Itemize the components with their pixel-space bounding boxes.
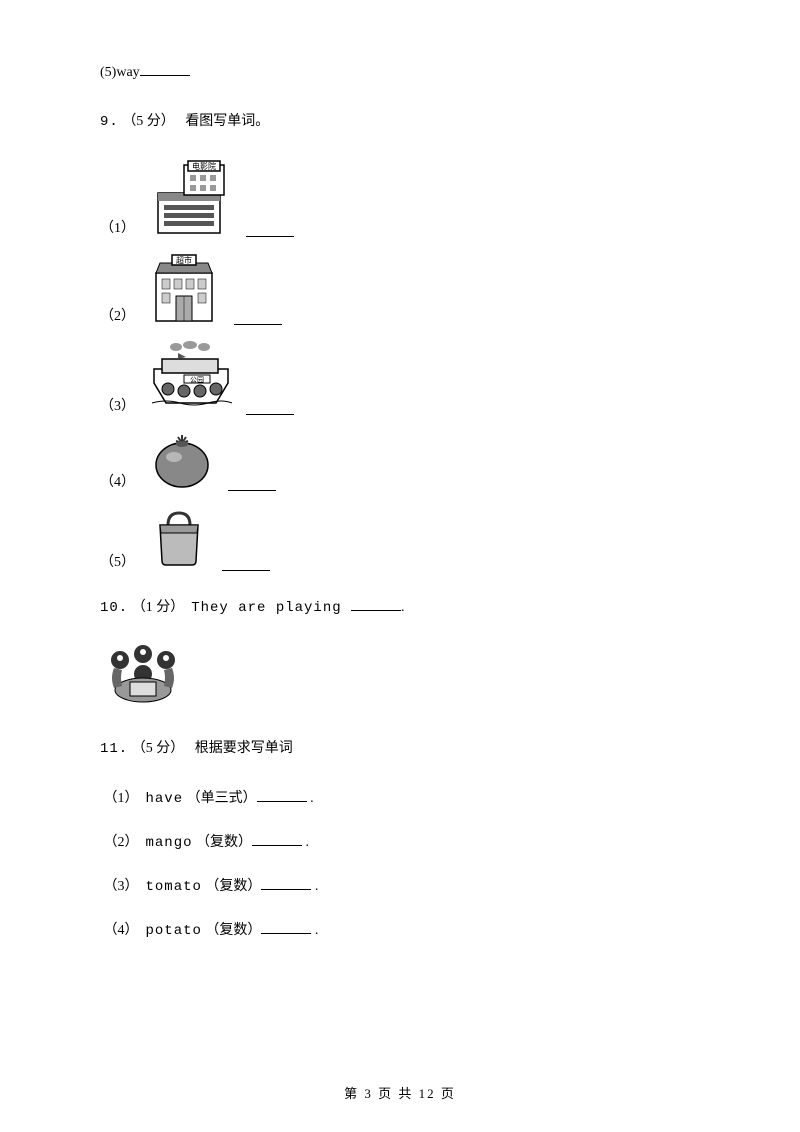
footer-page: 3 (364, 1086, 373, 1101)
q11-item-4-blank[interactable] (261, 918, 311, 934)
q9-item-1: （1） 电影院 (100, 159, 700, 237)
q11-header: 11. （5 分） 根据要求写单词 (100, 736, 700, 762)
q11-item-3-form: （复数） (205, 879, 261, 894)
q11-item-1-blank[interactable] (257, 786, 307, 802)
q9-item-1-blank[interactable] (246, 221, 294, 237)
q11-item-1: （1） have （单三式） . (100, 786, 700, 812)
footer-total: 12 (419, 1086, 436, 1101)
q9-item-4-blank[interactable] (228, 475, 276, 491)
q9-item-5-blank[interactable] (222, 555, 270, 571)
q10-line: 10. （1 分） They are playing . (100, 595, 700, 621)
q9-item-5: （5） (100, 505, 700, 571)
svg-text:超市: 超市 (176, 255, 192, 265)
children-playing-icon (100, 642, 186, 712)
q10-image-row (100, 642, 700, 712)
q9-points: （5 分） (122, 114, 175, 129)
q5-blank[interactable] (140, 60, 190, 76)
q11-item-2-form: （复数） (196, 835, 252, 850)
q9-item-4-label: （4） (100, 471, 136, 491)
q11-item-4-word: potato (146, 923, 202, 939)
park-boat-icon: 公园 (146, 339, 236, 415)
q9-number: 9. (100, 114, 119, 130)
footer-pre: 第 (344, 1086, 364, 1101)
q11-item-2: （2） mango （复数） . (100, 830, 700, 856)
q11-item-2-blank[interactable] (252, 830, 302, 846)
footer-mid: 页 共 (373, 1086, 419, 1101)
q11-item-3-suffix: . (315, 879, 319, 894)
q10-points: （1 分） (132, 600, 185, 615)
q11-item-1-word: have (146, 791, 184, 807)
q11-item-4-label: （4） (104, 923, 139, 938)
q11-item-2-word: mango (146, 835, 193, 851)
q11-points: （5 分） (132, 741, 185, 756)
footer-post: 页 (436, 1086, 456, 1101)
q11-item-2-label: （2） (104, 835, 139, 850)
q9-item-3: （3） 公园 (100, 339, 700, 415)
q11-item-1-label: （1） (104, 791, 139, 806)
cinema-building-icon: 电影院 (146, 159, 236, 237)
q11-instruction: 根据要求写单词 (195, 741, 293, 756)
bag-icon (146, 505, 212, 571)
q9-item-2-label: （2） (100, 305, 136, 325)
q5-label: (5) (100, 65, 116, 80)
q5-text: way (116, 65, 139, 80)
q11-item-4: （4） potato （复数） . (100, 918, 700, 944)
q11-item-3-blank[interactable] (261, 874, 311, 890)
svg-text:电影院: 电影院 (192, 161, 216, 171)
q10-number: 10. (100, 600, 128, 616)
q9-item-1-label: （1） (100, 217, 136, 237)
tomato-icon (146, 429, 218, 491)
q9-header: 9. （5 分） 看图写单词。 (100, 109, 700, 135)
q11-item-3: （3） tomato （复数） . (100, 874, 700, 900)
q9-item-5-label: （5） (100, 551, 136, 571)
q11-item-3-label: （3） (104, 879, 139, 894)
q11-item-1-suffix: . (310, 791, 314, 806)
q9-item-2: （2） 超市 (100, 251, 700, 325)
q10-blank[interactable] (351, 595, 401, 611)
q9-item-2-blank[interactable] (234, 309, 282, 325)
q10-post: . (401, 600, 405, 615)
supermarket-building-icon: 超市 (146, 251, 224, 325)
q9-item-4: （4） (100, 429, 700, 491)
q11-item-2-suffix: . (306, 835, 310, 850)
q11-item-3-word: tomato (146, 879, 202, 895)
q9-item-3-label: （3） (100, 395, 136, 415)
q11-number: 11. (100, 741, 128, 757)
page-footer: 第 3 页 共 12 页 (0, 1083, 800, 1102)
q11-item-4-form: （复数） (205, 923, 261, 938)
svg-text:公园: 公园 (190, 376, 204, 384)
q5-line: (5)way (100, 60, 700, 85)
q11-item-1-form: （单三式） (187, 791, 257, 806)
q9-instruction: 看图写单词。 (185, 114, 269, 129)
q9-item-3-blank[interactable] (246, 399, 294, 415)
q10-pre: They are playing (191, 600, 351, 616)
q11-item-4-suffix: . (315, 923, 319, 938)
